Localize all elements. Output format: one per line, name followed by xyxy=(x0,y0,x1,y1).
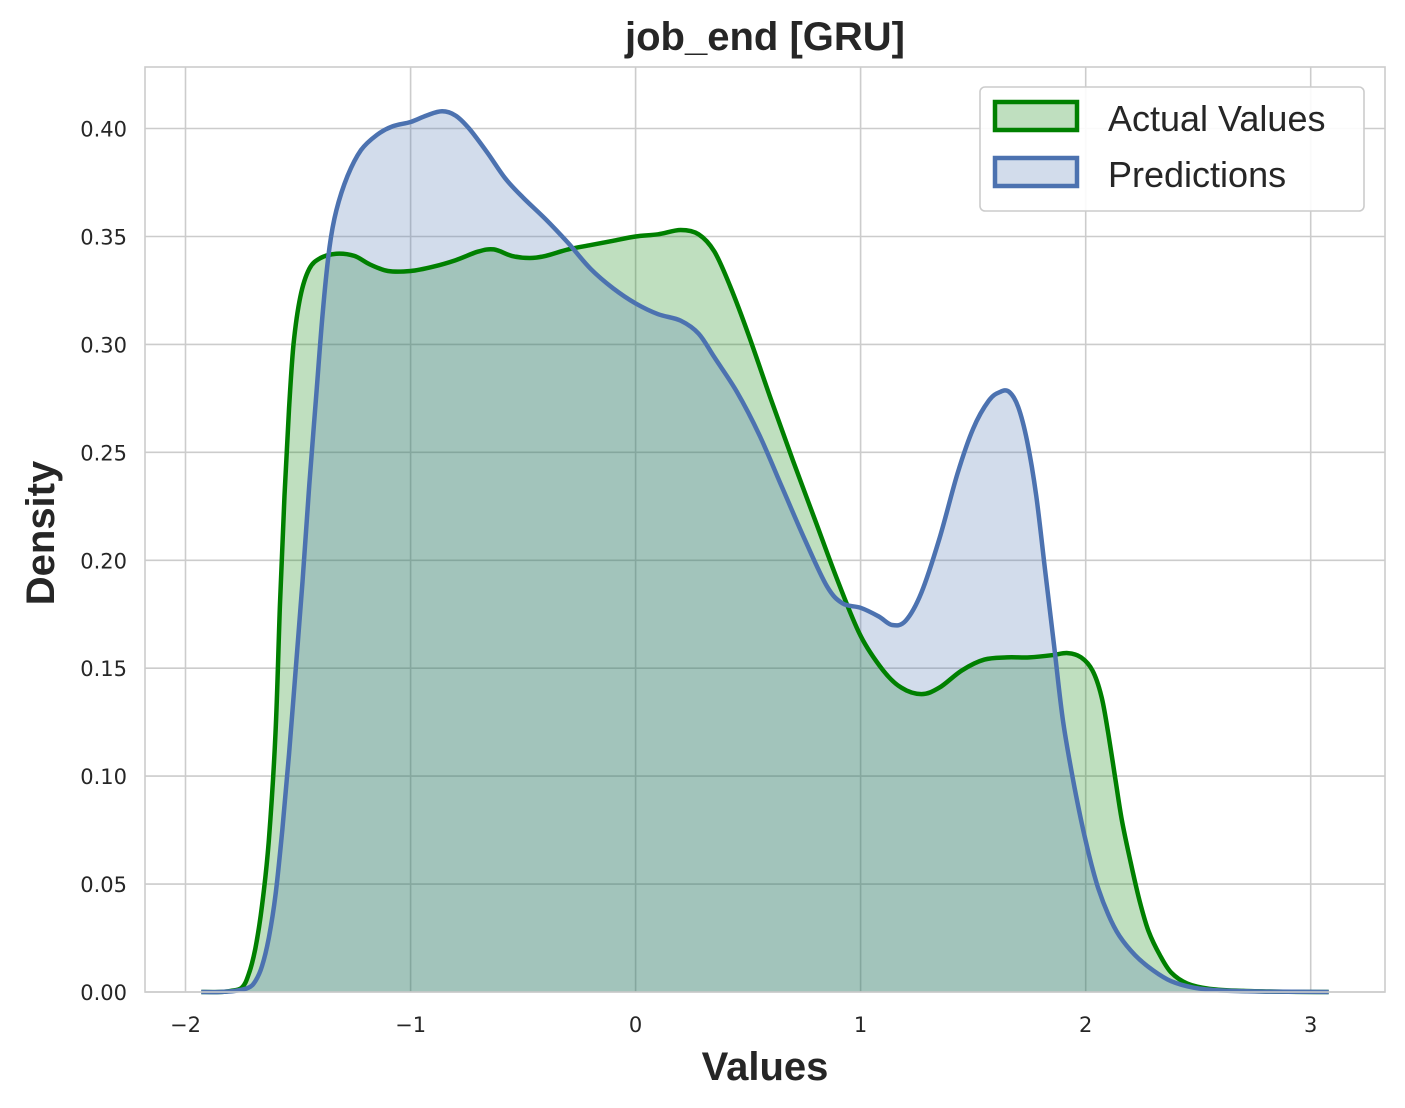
x-tick-label: 0 xyxy=(629,1013,642,1037)
y-tick-label: 0.35 xyxy=(80,226,127,250)
chart-title: job_end [GRU] xyxy=(624,15,905,59)
series-line-predictions xyxy=(201,109,1329,995)
series-area-actual-values xyxy=(201,230,1329,993)
legend-swatch-actual-values xyxy=(992,99,1080,133)
series-area-predictions xyxy=(201,111,1329,993)
plot-frame xyxy=(144,66,1386,993)
y-tick-label: 0.15 xyxy=(80,657,127,681)
x-tick-label: −2 xyxy=(170,1013,201,1037)
grid xyxy=(145,67,1385,993)
y-tick-label: 0.20 xyxy=(80,549,127,573)
x-tick-label: 3 xyxy=(1304,1013,1317,1037)
legend: Actual Values Predictions xyxy=(979,86,1365,212)
series-line-actual-values xyxy=(201,227,1329,995)
legend-swatch-predictions xyxy=(992,155,1080,189)
y-tick-label: 0.05 xyxy=(80,873,127,897)
x-axis-label: Values xyxy=(702,1045,829,1089)
y-tick-label: 0.30 xyxy=(80,333,127,357)
series-layer xyxy=(201,109,1329,995)
x-tick-label: 1 xyxy=(854,1013,867,1037)
tick-labels: −2 −1 0 1 2 3 0.00 0.05 0.10 0.15 0.20 0.25 0.30 0.35… xyxy=(80,118,1317,1038)
y-tick-label: 0.00 xyxy=(80,981,127,1005)
legend-label-predictions: Predictions xyxy=(1108,154,1286,195)
x-tick-label: −1 xyxy=(395,1013,426,1037)
x-tick-label: 2 xyxy=(1079,1013,1092,1037)
y-tick-label: 0.25 xyxy=(80,441,127,465)
legend-label-actual-values: Actual Values xyxy=(1108,98,1325,139)
y-axis-label: Density xyxy=(19,460,63,605)
y-tick-label: 0.10 xyxy=(80,765,127,789)
y-tick-label: 0.40 xyxy=(80,118,127,142)
